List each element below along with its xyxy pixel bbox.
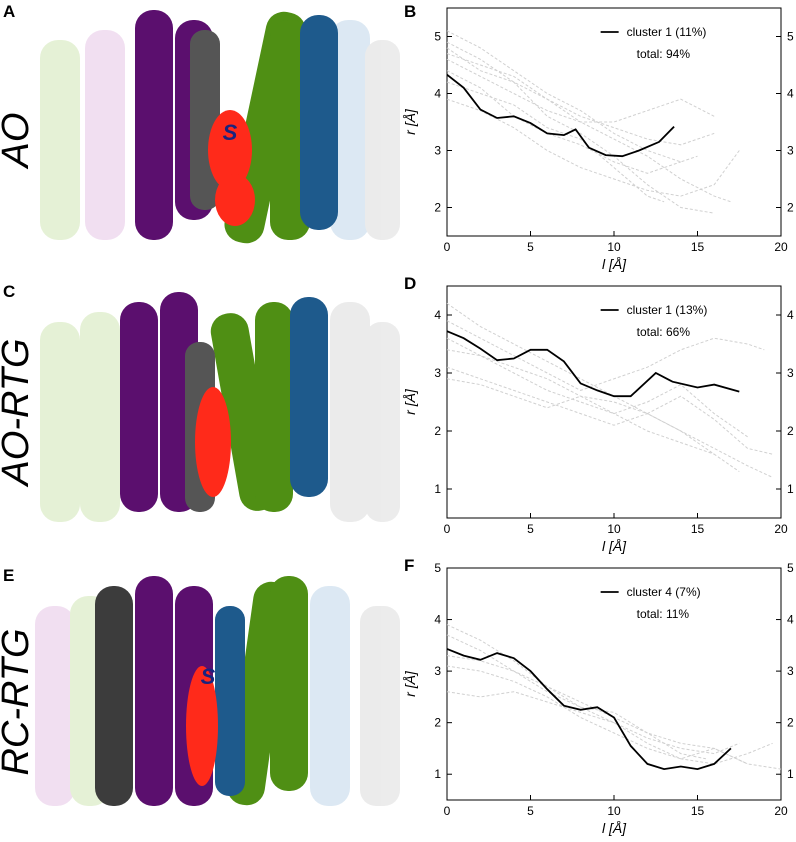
y-tick-label: 2 — [434, 716, 441, 730]
other-series-line — [446, 366, 740, 473]
y-tick-label: 2 — [434, 424, 441, 438]
cluster-series-line — [446, 648, 732, 771]
chart-f: 0 5 10 15 201 12 23 34 45 5l [Å]r [Å]cluster 4 (7… — [402, 561, 794, 836]
y-tick-label: 4 — [434, 308, 441, 322]
panel-letter-b: B — [404, 2, 417, 21]
y-tick-label: 1 — [434, 767, 441, 781]
y-tick-label-right: 2 — [787, 201, 794, 215]
x-tick-label: 0 — [444, 804, 451, 818]
legend-total: total: 94% — [637, 47, 691, 61]
y-tick-label: 1 — [434, 482, 441, 496]
x-axis-label: l [Å] — [602, 820, 627, 836]
x-tick-label: 15 — [691, 522, 705, 536]
y-tick-label-right: 5 — [787, 30, 794, 44]
panel-letter-f: F — [404, 556, 415, 575]
x-axis-label: l [Å] — [602, 256, 627, 272]
y-tick-label: 4 — [434, 613, 441, 627]
protein-structure-ao-rtg — [40, 292, 400, 522]
pore-cavity — [195, 387, 231, 497]
legend-total: total: 66% — [637, 325, 691, 339]
ghost-helices — [40, 20, 400, 240]
panel-letter-e: E — [3, 566, 15, 585]
y-axis-label: r [Å] — [402, 670, 418, 697]
y-tick-label: 5 — [434, 561, 441, 575]
x-tick-label: 20 — [774, 804, 788, 818]
other-series-line — [446, 81, 665, 203]
x-tick-label: 20 — [774, 522, 788, 536]
protein-structure-ao: S — [40, 10, 400, 244]
y-tick-label-right: 5 — [787, 561, 794, 575]
x-tick-label: 15 — [691, 804, 705, 818]
x-tick-label: 10 — [607, 522, 621, 536]
other-series-line — [446, 665, 748, 765]
y-tick-label: 3 — [434, 366, 441, 380]
y-axis-label: r [Å] — [402, 108, 418, 135]
y-tick-label: 2 — [434, 201, 441, 215]
y-tick-label-right: 3 — [787, 366, 794, 380]
pore-cavity — [215, 174, 255, 226]
cluster-series-line — [446, 330, 740, 398]
other-series-line — [446, 624, 773, 765]
other-series-line — [446, 349, 748, 438]
y-tick-label-right: 4 — [787, 613, 794, 627]
y-tick-label-right: 3 — [787, 664, 794, 678]
y-tick-label: 3 — [434, 144, 441, 158]
y-axis-label: r [Å] — [402, 388, 418, 415]
chart-b: 0 5 10 15 20 2 2 3 3 4 4 5 5 l [Å] r [Å] cluster 1 (11%… — [402, 7, 794, 272]
x-tick-label: 5 — [527, 522, 534, 536]
other-series-line — [446, 70, 681, 174]
other-series-line — [446, 30, 698, 163]
other-series-line — [446, 41, 715, 146]
x-tick-label: 20 — [774, 240, 788, 254]
y-tick-label-right: 2 — [787, 716, 794, 730]
legend-entry: cluster 4 (7%) — [627, 585, 701, 599]
molecule-label-s: S — [201, 664, 216, 689]
y-tick-label: 4 — [434, 87, 441, 101]
x-axis-label: l [Å] — [602, 538, 627, 554]
y-tick-label-right: 2 — [787, 424, 794, 438]
protein-structure-rc-rtg: S — [35, 576, 400, 806]
x-tick-label: 5 — [527, 240, 534, 254]
panel-letter-c: C — [3, 282, 16, 301]
x-tick-label: 15 — [691, 240, 705, 254]
plot-frame — [446, 285, 782, 519]
legend-entry: cluster 1 (11%) — [627, 25, 707, 39]
panel-letter-d: D — [404, 274, 417, 293]
y-tick-label: 5 — [434, 30, 441, 44]
molecule-label-s: S — [223, 120, 238, 145]
y-tick-label-right: 1 — [787, 767, 794, 781]
plot-frame — [446, 7, 782, 237]
y-tick-label-right: 3 — [787, 144, 794, 158]
y-tick-label-right: 4 — [787, 308, 794, 322]
legend-entry: cluster 1 (13%) — [627, 303, 708, 317]
cluster-series-line — [446, 73, 675, 158]
other-series-line — [446, 98, 740, 197]
other-series-line — [446, 691, 740, 755]
other-series-line — [446, 320, 765, 391]
other-series-line — [446, 655, 707, 760]
other-series-line — [446, 378, 715, 455]
x-tick-label: 0 — [444, 240, 451, 254]
y-tick-label: 3 — [434, 664, 441, 678]
y-tick-label-right: 4 — [787, 87, 794, 101]
pore-cavity — [208, 110, 252, 190]
chart-d: 0 5 10 15 201 12 23 34 4l [Å]r [Å]cluster 1 (13%… — [402, 285, 794, 554]
other-series-line — [446, 58, 732, 203]
ghost-helices — [40, 302, 400, 522]
other-series-line — [446, 337, 773, 455]
legend-total: total: 11% — [637, 607, 690, 621]
x-tick-label: 5 — [527, 804, 534, 818]
x-tick-label: 0 — [444, 522, 451, 536]
other-series-line — [446, 47, 715, 214]
x-tick-label: 10 — [607, 240, 621, 254]
pore-cavity — [186, 666, 218, 786]
other-series-line — [446, 53, 715, 123]
y-tick-label-right: 1 — [787, 482, 794, 496]
plot-frame — [446, 567, 782, 801]
x-tick-label: 10 — [607, 804, 621, 818]
panel-letter-a: A — [3, 2, 16, 21]
